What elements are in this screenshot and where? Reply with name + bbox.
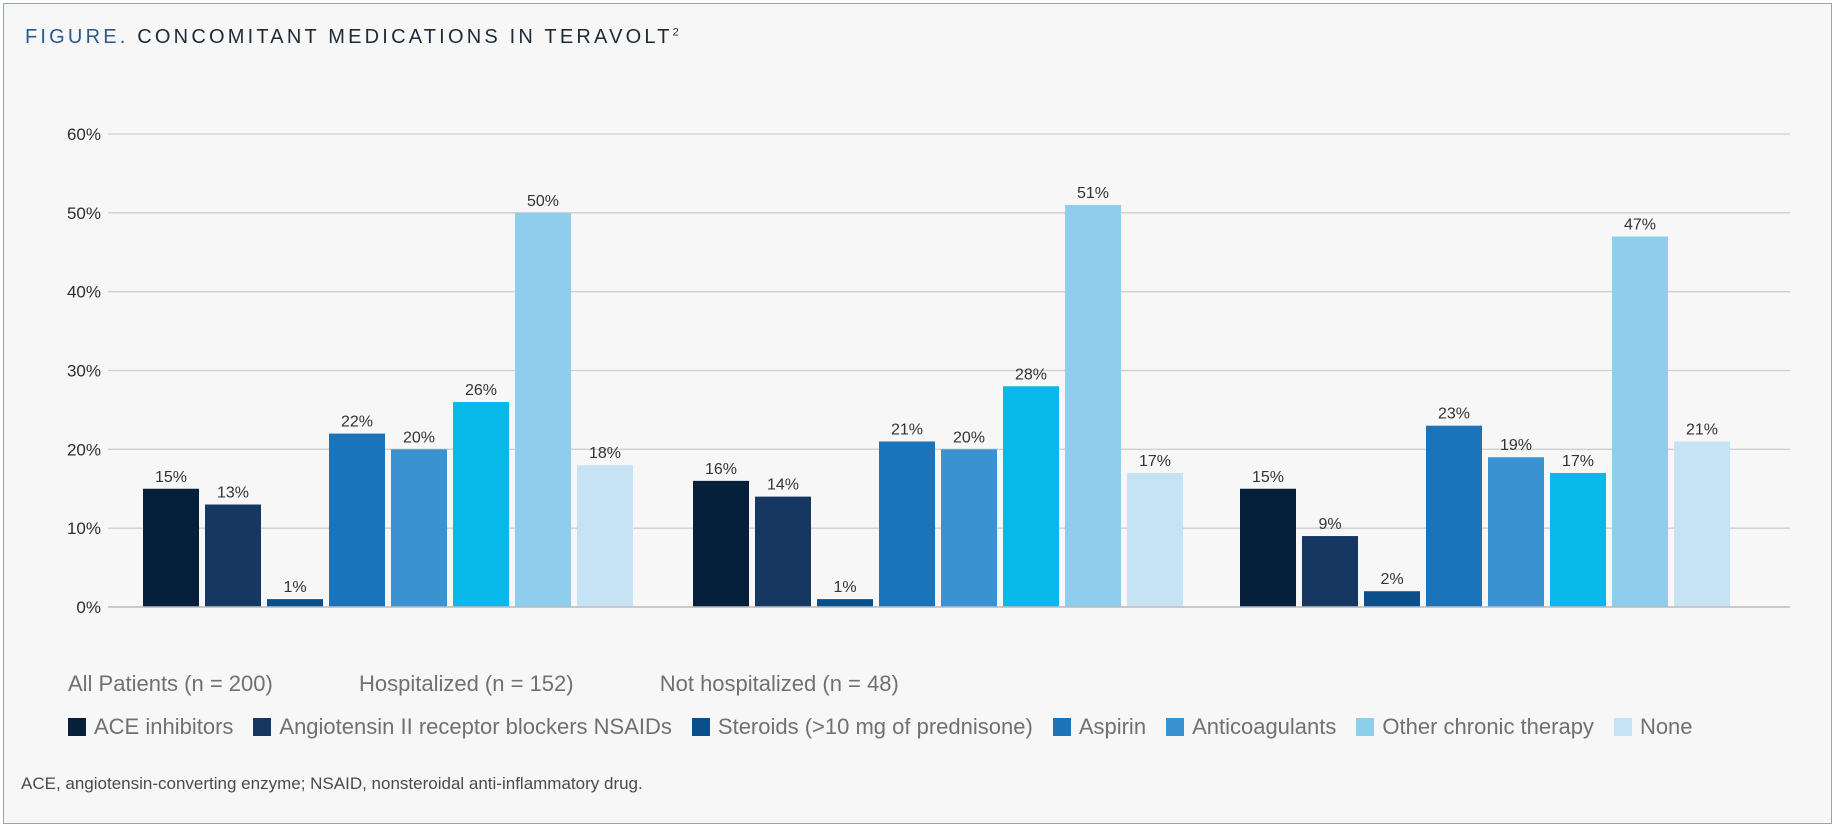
data-label: 17% <box>1139 453 1171 470</box>
legend-item-anticoagulants: Anticoagulants <box>1166 714 1336 740</box>
bar <box>817 599 873 607</box>
bar <box>1488 457 1544 607</box>
bar <box>1003 386 1059 607</box>
bar <box>1065 204 1121 607</box>
data-label: 1% <box>833 579 856 596</box>
bar <box>1127 472 1183 607</box>
legend-item-other: Other chronic therapy <box>1356 714 1594 740</box>
bar <box>1240 488 1296 607</box>
data-label: 18% <box>589 445 621 462</box>
legend-item-none: None <box>1613 714 1693 740</box>
data-label: 9% <box>1318 516 1341 533</box>
data-label: 26% <box>465 382 497 399</box>
y-tick-label: 20% <box>67 440 101 459</box>
data-label: 15% <box>1252 469 1284 486</box>
data-label: 17% <box>1562 453 1594 470</box>
data-label: 47% <box>1624 216 1656 233</box>
data-label: 22% <box>341 414 373 431</box>
figure-title-text: CONCOMITANT MEDICATIONS IN TERAVOLT <box>137 26 673 48</box>
data-label: 1% <box>283 579 306 596</box>
figure-title: FIGURE. CONCOMITANT MEDICATIONS IN TERAV… <box>25 26 679 49</box>
y-tick-label: 50% <box>67 204 101 223</box>
data-label: 23% <box>1438 406 1470 423</box>
y-tick-label: 40% <box>67 283 101 302</box>
data-label: 13% <box>217 485 249 502</box>
legend-swatch-none <box>1613 718 1632 736</box>
y-tick-label: 10% <box>67 519 101 538</box>
legend-item-steroids: Steroids (>10 mg of prednisone) <box>691 714 1033 740</box>
bar <box>1674 441 1730 607</box>
bar <box>205 504 261 607</box>
legend-item-ace: ACE inhibitors <box>68 714 233 740</box>
bar <box>1426 425 1482 607</box>
bar <box>1550 472 1606 607</box>
group-label-not-hospitalized: Not hospitalized (n = 48) <box>659 671 899 696</box>
bar <box>693 480 749 607</box>
footnote: ACE, angiotensin-converting enzyme; NSAI… <box>21 774 643 793</box>
legend-item-aspirin: Aspirin <box>1052 714 1147 740</box>
group-labels: All Patients (n = 200) Hospitalized (n =… <box>68 671 979 697</box>
legend-swatch-arb <box>253 718 272 736</box>
data-label: 14% <box>767 477 799 494</box>
legend-swatch-steroids <box>691 718 710 736</box>
legend-label-anticoagulants: Anticoagulants <box>1192 714 1337 739</box>
bar <box>453 402 509 607</box>
figure-superscript: 2 <box>672 26 679 39</box>
legend-label-other: Other chronic therapy <box>1382 714 1594 739</box>
figure-prefix: FIGURE. <box>25 26 129 48</box>
bar <box>1302 536 1358 607</box>
legend-swatch-anticoagulants <box>1166 718 1185 736</box>
legend-label-none: None <box>1639 714 1693 739</box>
legend-item-arb: Angiotensin II receptor blockers NSAIDs <box>253 714 672 740</box>
group-label-all: All Patients (n = 200) <box>68 671 273 696</box>
bar <box>515 212 571 608</box>
figure-frame: FIGURE. CONCOMITANT MEDICATIONS IN TERAV… <box>3 3 1832 824</box>
data-label: 16% <box>705 461 737 478</box>
group-label-hospitalized: Hospitalized (n = 152) <box>358 671 574 696</box>
bar <box>329 433 385 607</box>
bar <box>577 465 633 607</box>
data-label: 2% <box>1380 571 1403 588</box>
data-label: 50% <box>527 193 559 210</box>
legend-label-ace: ACE inhibitors <box>94 714 234 739</box>
data-label: 21% <box>1686 421 1718 438</box>
bar <box>1364 591 1420 607</box>
data-label: 15% <box>155 469 187 486</box>
legend-label-arb: Angiotensin II receptor blockers NSAIDs <box>279 714 672 739</box>
legend-label-steroids: Steroids (>10 mg of prednisone) <box>717 714 1033 739</box>
data-label: 51% <box>1077 185 1109 202</box>
data-label: 21% <box>891 421 923 438</box>
bar <box>879 441 935 607</box>
bar <box>143 488 199 607</box>
bar <box>755 496 811 607</box>
y-tick-label: 30% <box>67 362 101 381</box>
y-tick-label: 60% <box>67 125 101 144</box>
bar <box>941 449 997 607</box>
bar <box>391 449 447 607</box>
legend-swatch-ace <box>68 718 86 736</box>
bar <box>1612 236 1668 607</box>
legend-swatch-aspirin <box>1052 718 1071 736</box>
data-label: 20% <box>953 429 985 446</box>
legend-label-aspirin: Aspirin <box>1078 714 1147 739</box>
bar <box>267 599 323 607</box>
data-label: 20% <box>403 429 435 446</box>
data-label: 28% <box>1015 366 1047 383</box>
data-label: 19% <box>1500 437 1532 454</box>
legend-swatch-other <box>1356 718 1375 736</box>
legend: ACE inhibitors Angiotensin II receptor b… <box>68 714 1713 740</box>
y-tick-label: 0% <box>76 598 101 617</box>
